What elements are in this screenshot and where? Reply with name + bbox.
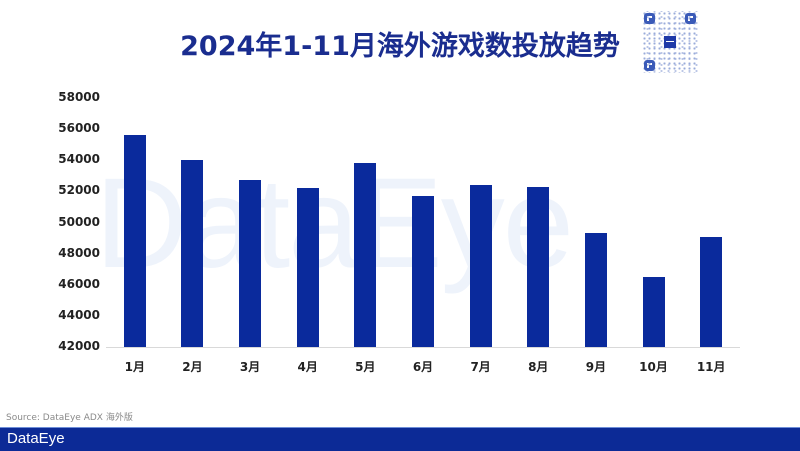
x-tick-label: 9月 <box>585 360 607 374</box>
x-tick-label: 3月 <box>239 360 261 374</box>
bar-6 <box>412 196 434 347</box>
x-tick-label: 8月 <box>528 360 549 374</box>
x-tick-label: 11月 <box>696 360 726 374</box>
source-note: Source: DataEye ADX 海外版 <box>6 413 133 423</box>
bar-10 <box>642 276 665 347</box>
qr-finder-icon <box>644 13 655 24</box>
bar-2 <box>181 160 204 347</box>
x-tick-label: 1月 <box>124 360 145 374</box>
qr-finder-icon <box>685 13 696 24</box>
qr-finder-icon <box>644 60 655 71</box>
x-tick-label: 7月 <box>470 360 491 374</box>
bar-5 <box>354 163 377 347</box>
y-tick-label: 50000 <box>58 214 100 229</box>
y-tick-label: 46000 <box>58 276 100 291</box>
chart-title: 2024年1-11月海外游戏数投放趋势 <box>180 31 620 62</box>
x-tick-label: 10月 <box>639 360 668 374</box>
bar-1 <box>123 135 146 347</box>
footer-band: DataEye <box>0 427 800 451</box>
bar-3 <box>239 180 262 347</box>
y-tick-label: 44000 <box>58 307 100 322</box>
qr-code-icon <box>642 11 698 73</box>
x-tick-label: 5月 <box>355 360 376 374</box>
y-tick-label: 54000 <box>58 152 100 167</box>
y-tick-label: 56000 <box>58 121 100 136</box>
y-tick-label: 48000 <box>58 245 100 260</box>
dataeye-logo: DataEye <box>7 430 65 447</box>
y-tick-label: 58000 <box>58 90 100 104</box>
x-axis-line <box>106 347 740 348</box>
qr-logo-icon <box>664 36 676 48</box>
bar-9 <box>584 233 607 347</box>
bar-7 <box>469 185 492 347</box>
y-tick-label: 52000 <box>58 183 100 198</box>
watermark: DataEye <box>95 152 574 295</box>
bar-4 <box>296 188 319 347</box>
x-tick-label: 6月 <box>412 360 434 374</box>
x-tick-label: 2月 <box>182 360 203 374</box>
x-tick-label: 4月 <box>297 360 318 374</box>
y-tick-label: 42000 <box>58 339 100 353</box>
bar-8 <box>527 186 550 347</box>
bar-11 <box>700 236 723 347</box>
